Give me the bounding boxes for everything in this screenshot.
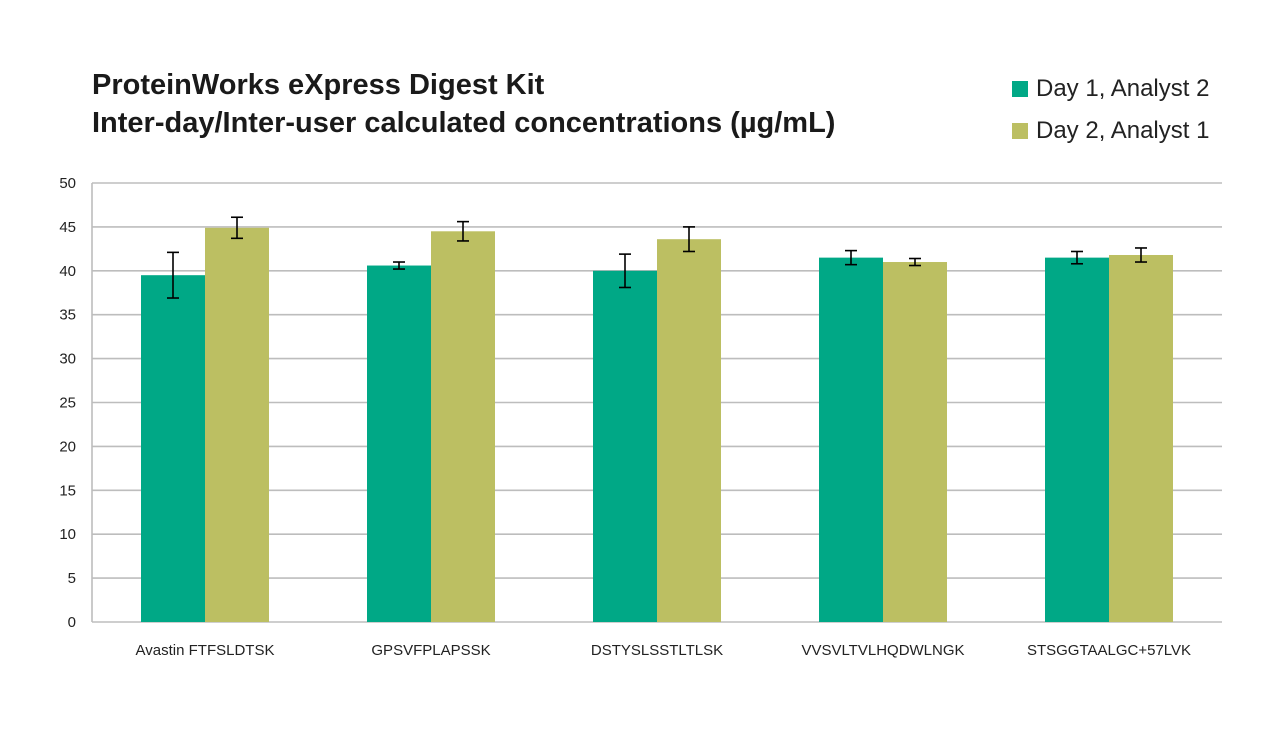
y-tick-label-20: 20 [59,438,76,455]
bar-1-4 [1109,254,1173,622]
bar-1-3 [883,262,947,622]
bar-0-4 [1045,257,1109,622]
x-category-label-1: GPSVFPLAPSSK [371,642,490,659]
legend-item-day1: Day 1, Analyst 2 [1012,68,1209,110]
chart-legend: Day 1, Analyst 2 Day 2, Analyst 1 [1012,68,1209,152]
bar-0-3 [819,257,883,622]
chart-title-line-1: ProteinWorks eXpress Digest Kit [92,69,545,101]
bar-1-0 [205,227,269,622]
legend-swatch-day1 [1012,81,1028,97]
legend-label-day2: Day 2, Analyst 1 [1036,117,1210,144]
bar-0-0 [141,275,205,622]
chart-title: ProteinWorks eXpress Digest Kit Inter-da… [92,66,835,142]
bar-1-2 [657,239,721,622]
y-tick-label-50: 50 [59,175,76,192]
y-tick-label-30: 30 [59,351,76,368]
bar-0-1 [367,265,431,622]
y-tick-label-0: 0 [68,614,76,631]
y-tick-label-25: 25 [59,395,76,412]
chart-title-line-2: Inter-day/Inter-user calculated concentr… [92,107,836,139]
y-tick-label-40: 40 [59,263,76,280]
x-category-label-3: VVSVLTVLHQDWLNGK [801,642,964,659]
y-tick-label-5: 5 [68,570,76,587]
y-tick-label-45: 45 [59,219,76,236]
y-tick-label-15: 15 [59,482,76,499]
bar-0-2 [593,270,657,622]
bar-1-1 [431,231,495,623]
legend-label-day1: Day 1, Analyst 2 [1036,75,1210,102]
y-tick-label-35: 35 [59,307,76,324]
y-tick-label-10: 10 [59,526,76,543]
x-category-label-0: Avastin FTFSLDTSK [136,642,275,659]
x-category-label-2: DSTYSLSSTLTLSK [591,642,723,659]
legend-item-day2: Day 2, Analyst 1 [1012,110,1209,152]
x-category-label-4: STSGGTAALGC+57LVK [1027,642,1191,659]
legend-swatch-day2 [1012,123,1028,139]
